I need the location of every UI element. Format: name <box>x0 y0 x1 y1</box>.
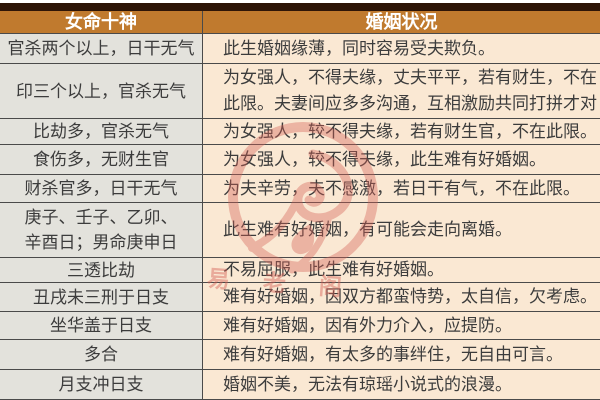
cell-ten-gods: 比劫多，官杀无气 <box>0 119 203 144</box>
cell-marriage-status: 难有好婚姻，因有外力介入，应提防。 <box>203 312 600 339</box>
cell-ten-gods: 食伤多，无财生官 <box>0 145 203 174</box>
cell-ten-gods: 坐华盖于日支 <box>0 312 203 339</box>
cell-marriage-status: 难有好婚姻，因双方都蛮恃势，太自信，欠考虑。 <box>203 283 600 311</box>
header-cell-marriage-status: 婚姻状况 <box>365 12 438 32</box>
table-row: 官杀两个以上，日干无气 此生婚姻缘薄，同时容易受夫欺负。 <box>0 33 600 63</box>
cell-ten-gods: 月支冲日支 <box>0 370 203 399</box>
cell-ten-gods: 官杀两个以上，日干无气 <box>0 34 203 63</box>
table-row: 比劫多，官杀无气 为女强人，较不得夫缘，若有财生官，不在此限。 <box>0 118 600 144</box>
table-row: 坐华盖于日支 难有好婚姻，因有外力介入，应提防。 <box>0 311 600 339</box>
cell-marriage-status: 为女强人，较不得夫缘，此生难有好婚姻。 <box>203 145 600 174</box>
table-row: 财杀官多，日干无气 为夫辛劳，夫不感激，若日干有气，不在此限。 <box>0 174 600 202</box>
table-header-row: 女命十神 婚姻状况 <box>0 11 600 33</box>
header-cell-ten-gods: 女命十神 <box>0 11 203 33</box>
cell-ten-gods: 丑戌未三刑于日支 <box>0 283 203 311</box>
fate-marriage-table: 女命十神 婚姻状况 官杀两个以上，日干无气 此生婚姻缘薄，同时容易受夫欺负。 印… <box>0 3 600 400</box>
cell-marriage-status: 为女强人，较不得夫缘，若有财生官，不在此限。 <box>203 119 600 144</box>
cell-marriage-status: 不易屈服，此生难有好婚姻。 <box>203 258 600 282</box>
table-row: 庚子、壬子、乙卯、 辛酉日；男命庚申日 此生难有好婚姻，有可能会走向离婚。 <box>0 202 600 257</box>
cell-ten-gods: 财杀官多，日干无气 <box>0 175 203 202</box>
cell-marriage-status: 难有好婚姻，有太多的事绊住，无自由可言。 <box>203 340 600 369</box>
table-top-border <box>0 3 600 11</box>
table-row: 月支冲日支 婚姻不美，无法有琼瑶小说式的浪漫。 <box>0 369 600 399</box>
cell-ten-gods: 多合 <box>0 340 203 369</box>
table-row: 三透比劫 不易屈服，此生难有好婚姻。 <box>0 257 600 282</box>
table-row: 多合 难有好婚姻，有太多的事绊住，无自由可言。 <box>0 339 600 369</box>
table-body: 官杀两个以上，日干无气 此生婚姻缘薄，同时容易受夫欺负。 印三个以上，官杀无气 … <box>0 33 600 400</box>
table-row: 印三个以上，官杀无气 为女强人，不得夫缘，丈夫平平，若有财生，不在此限。夫妻间应… <box>0 63 600 118</box>
table-row: 丑戌未三刑于日支 难有好婚姻，因双方都蛮恃势，太自信，欠考虑。 <box>0 282 600 311</box>
cell-marriage-status: 婚姻不美，无法有琼瑶小说式的浪漫。 <box>203 370 600 399</box>
cell-marriage-status: 为女强人，不得夫缘，丈夫平平，若有财生，不在此限。夫妻间应多多沟通，互相激励共同… <box>203 64 600 118</box>
cell-ten-gods: 庚子、壬子、乙卯、 辛酉日；男命庚申日 <box>0 203 203 257</box>
cell-marriage-status: 此生婚姻缘薄，同时容易受夫欺负。 <box>203 34 600 63</box>
cell-marriage-status: 为夫辛劳，夫不感激，若日干有气，不在此限。 <box>203 175 600 202</box>
table-row: 食伤多，无财生官 为女强人，较不得夫缘，此生难有好婚姻。 <box>0 144 600 174</box>
cell-marriage-status: 此生难有好婚姻，有可能会走向离婚。 <box>203 203 600 257</box>
cell-ten-gods: 印三个以上，官杀无气 <box>0 64 203 118</box>
cell-ten-gods: 三透比劫 <box>0 258 203 282</box>
